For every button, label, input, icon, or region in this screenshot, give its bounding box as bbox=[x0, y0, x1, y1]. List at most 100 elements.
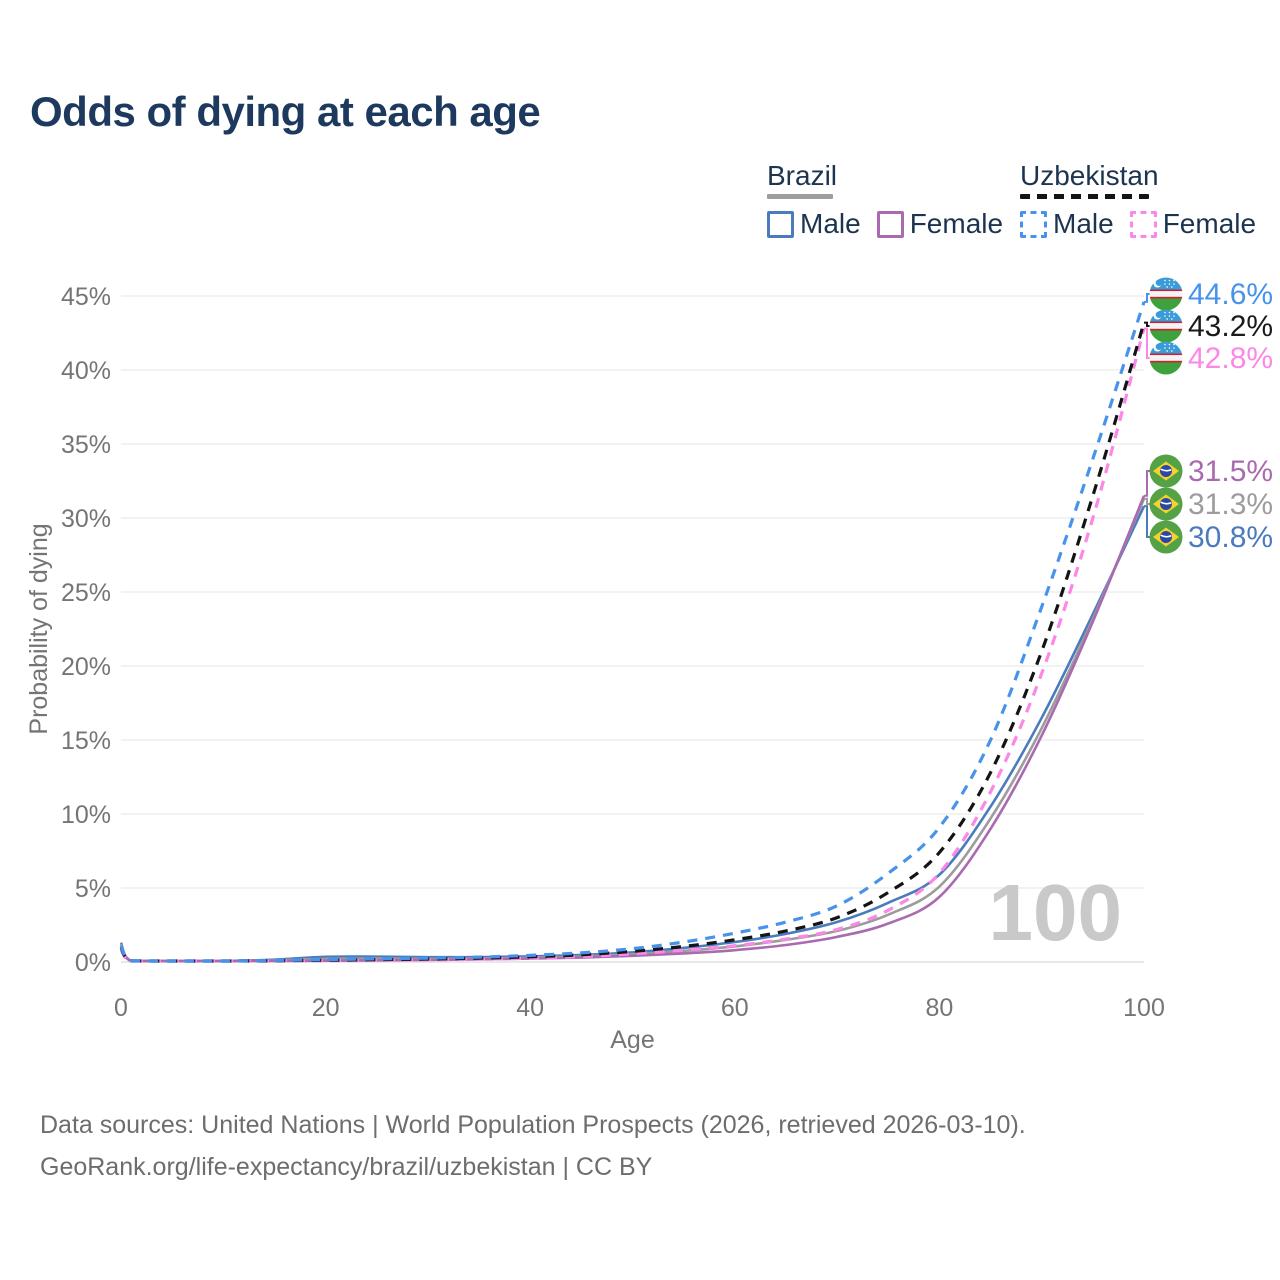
hovered-age-watermark: 100 bbox=[989, 868, 1122, 957]
uzbekistan-flag-star bbox=[1166, 350, 1168, 352]
legend: Brazil Male Female Uzbekistan Male Femal… bbox=[0, 161, 1280, 241]
x-tick-label: 100 bbox=[1123, 994, 1165, 1022]
uzbekistan-flag-star bbox=[1168, 279, 1171, 282]
legend-label-uzbekistan-female[interactable]: Female bbox=[1162, 208, 1257, 239]
legend-swatch-uzbekistan-male[interactable] bbox=[1020, 210, 1047, 238]
uzbekistan-flag-red-stripe bbox=[1149, 289, 1183, 292]
end-label-brazil-female: 31.5% bbox=[1144, 454, 1273, 497]
brazil-flag-band bbox=[1160, 501, 1172, 505]
uzbekistan-flag-star bbox=[1171, 318, 1173, 320]
uzbekistan-flag-white-band bbox=[1149, 355, 1183, 361]
legend-country-uzbekistan[interactable]: Uzbekistan bbox=[1020, 160, 1159, 191]
uzbekistan-flag-white-band bbox=[1149, 323, 1183, 329]
uzbekistan-flag-green-band bbox=[1149, 298, 1183, 311]
uzbekistan-flag-crescent-cut bbox=[1155, 279, 1163, 287]
y-tick-label: 35% bbox=[61, 431, 111, 459]
end-label-value: 31.5% bbox=[1188, 455, 1273, 488]
footer: Data sources: United Nations | World Pop… bbox=[40, 1104, 1026, 1188]
uzbekistan-flag-red-stripe bbox=[1149, 296, 1183, 299]
uzbekistan-flag-red-stripe bbox=[1149, 360, 1183, 363]
uzbekistan-flag-star bbox=[1166, 318, 1168, 320]
uzbekistan-flag-star bbox=[1164, 315, 1166, 317]
y-tick-label: 15% bbox=[61, 727, 111, 755]
x-tick-label: 20 bbox=[312, 994, 340, 1022]
series-line-uzbekistan-female[interactable] bbox=[119, 328, 1146, 963]
y-tick-label: 20% bbox=[61, 653, 111, 681]
uzbekistan-flag-star bbox=[1164, 311, 1166, 314]
x-tick-label: 40 bbox=[516, 994, 544, 1022]
end-label-connector bbox=[1144, 497, 1151, 505]
y-tick-label: 45% bbox=[61, 283, 111, 311]
uzbekistan-dashed-line-swatch bbox=[1020, 194, 1149, 199]
legend-label-brazil-male[interactable]: Male bbox=[800, 208, 861, 239]
footer-source-line: Data sources: United Nations | World Pop… bbox=[40, 1111, 1026, 1139]
legend-label-brazil-female[interactable]: Female bbox=[909, 208, 1004, 239]
end-label-brazil-average: 31.3% bbox=[1144, 487, 1273, 521]
series-line-uzbekistan-average[interactable] bbox=[119, 322, 1146, 963]
uzbekistan-flag-star bbox=[1173, 343, 1175, 346]
x-tick-label: 0 bbox=[114, 994, 128, 1022]
brazil-flag-band bbox=[1160, 468, 1172, 472]
footer-url-line: GeoRank.org/life-expectancy/brazil/uzbek… bbox=[40, 1153, 653, 1181]
uzbekistan-flag-star bbox=[1166, 286, 1168, 288]
uzbekistan-flag-red-stripe bbox=[1149, 328, 1183, 331]
series-line-uzbekistan-male[interactable] bbox=[119, 301, 1146, 963]
uzbekistan-flag-star bbox=[1164, 343, 1166, 346]
end-label-value: 30.8% bbox=[1188, 521, 1273, 554]
end-label-brazil-male: 30.8% bbox=[1144, 505, 1273, 554]
uzbekistan-flag-star bbox=[1173, 311, 1175, 314]
uzbekistan-flag-crescent-cut bbox=[1155, 311, 1163, 319]
y-tick-label: 25% bbox=[61, 579, 111, 607]
uzbekistan-flag-star bbox=[1168, 283, 1171, 285]
uzbekistan-flag-icon bbox=[1149, 309, 1183, 343]
legend-country-brazil[interactable]: Brazil bbox=[767, 160, 838, 191]
end-label-value: 42.8% bbox=[1188, 342, 1273, 375]
x-axis-title: Age bbox=[610, 1026, 654, 1054]
y-tick-label: 30% bbox=[61, 505, 111, 533]
page-title: Odds of dying at each age bbox=[30, 88, 541, 135]
uzbekistan-flag-star bbox=[1168, 311, 1171, 314]
uzbekistan-flag-star bbox=[1164, 283, 1166, 285]
y-tick-label: 40% bbox=[61, 357, 111, 385]
uzbekistan-flag-red-stripe bbox=[1149, 353, 1183, 356]
uzbekistan-flag-star bbox=[1173, 279, 1175, 282]
x-tick-label: 80 bbox=[925, 994, 953, 1022]
uzbekistan-flag-star bbox=[1173, 347, 1175, 349]
y-tick-label: 10% bbox=[61, 801, 111, 829]
end-label-uzbekistan-average: 43.2% bbox=[1144, 309, 1273, 343]
brazil-solid-line-swatch bbox=[767, 194, 833, 199]
legend-swatch-brazil-female[interactable] bbox=[876, 210, 904, 238]
uzbekistan-flag-green-band bbox=[1149, 362, 1183, 375]
uzbekistan-flag-crescent-cut bbox=[1155, 343, 1163, 351]
y-axis-title: Probability of dying bbox=[25, 523, 53, 734]
uzbekistan-flag-star bbox=[1164, 279, 1166, 282]
end-label-value: 43.2% bbox=[1188, 310, 1273, 343]
uzbekistan-flag-star bbox=[1168, 343, 1171, 346]
end-label-value: 31.3% bbox=[1188, 488, 1273, 521]
uzbekistan-flag-star bbox=[1168, 315, 1171, 317]
x-tick-label: 60 bbox=[721, 994, 749, 1022]
legend-label-uzbekistan-male[interactable]: Male bbox=[1053, 208, 1114, 239]
uzbekistan-flag-star bbox=[1164, 347, 1166, 349]
end-label-connector bbox=[1144, 321, 1151, 327]
end-label-connector bbox=[1144, 505, 1151, 538]
end-label-connector bbox=[1144, 327, 1151, 359]
end-label-value: 44.6% bbox=[1188, 278, 1273, 311]
legend-group-uzbekistan: Uzbekistan Male Female bbox=[1020, 161, 1256, 240]
end-label-connector bbox=[1144, 293, 1151, 303]
uzbekistan-flag-star bbox=[1173, 283, 1175, 285]
uzbekistan-flag-star bbox=[1168, 347, 1171, 349]
legend-swatch-brazil-male[interactable] bbox=[767, 210, 794, 238]
uzbekistan-flag-white-band bbox=[1149, 291, 1183, 297]
y-tick-label: 0% bbox=[75, 949, 111, 977]
end-label-connector bbox=[1144, 470, 1151, 497]
uzbekistan-flag-icon bbox=[1149, 277, 1183, 311]
legend-swatch-uzbekistan-female[interactable] bbox=[1129, 210, 1157, 238]
end-label-uzbekistan-female: 42.8% bbox=[1144, 327, 1273, 375]
uzbekistan-flag-star bbox=[1171, 350, 1173, 352]
end-label-uzbekistan-male: 44.6% bbox=[1144, 277, 1273, 311]
y-tick-label: 5% bbox=[75, 875, 111, 903]
uzbekistan-flag-star bbox=[1171, 286, 1173, 288]
